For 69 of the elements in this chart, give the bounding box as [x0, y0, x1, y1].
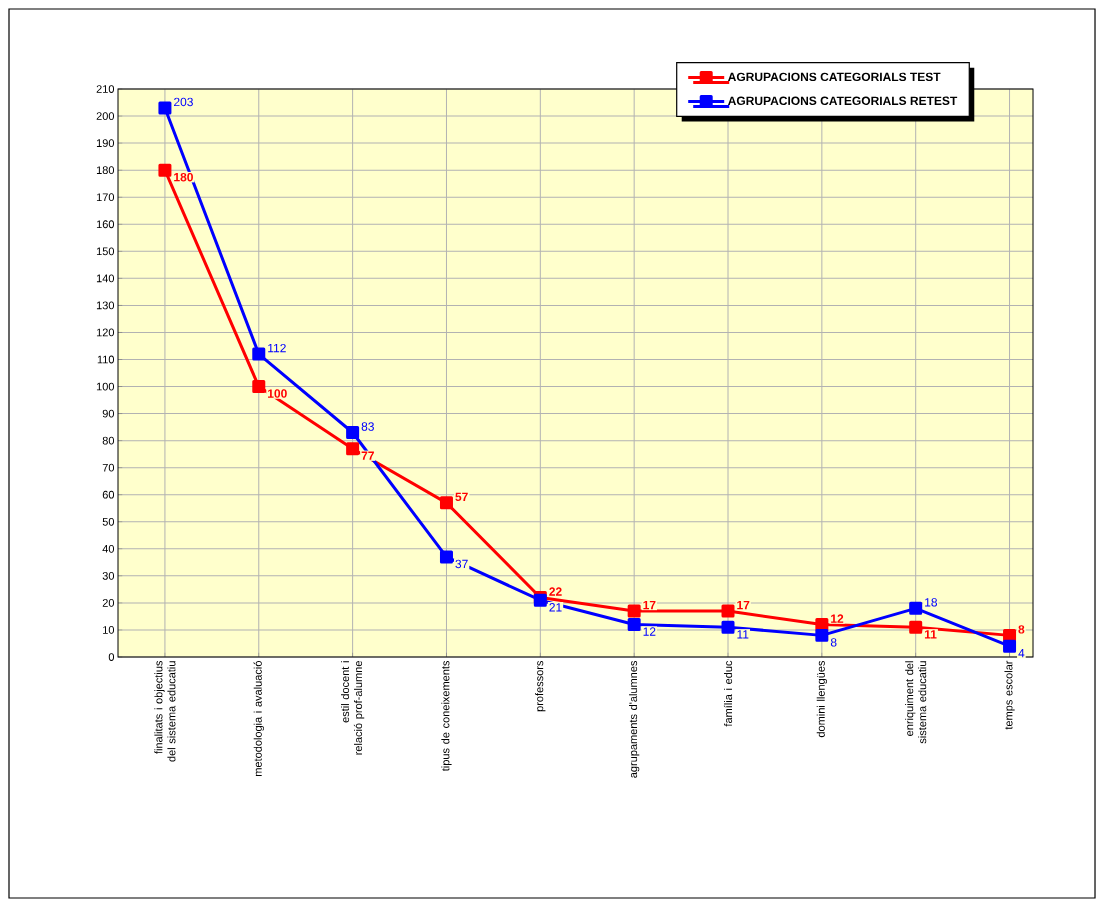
y-tick-label: 40: [102, 544, 115, 553]
y-tick-label: 100: [96, 382, 115, 391]
y-tick-label: 50: [102, 517, 115, 526]
data-label: 83: [361, 422, 374, 431]
point: [721, 604, 735, 618]
y-tick-label: 210: [96, 85, 115, 93]
data-label: 17: [737, 600, 750, 610]
point: [158, 101, 172, 115]
point: [721, 620, 735, 634]
point: [346, 426, 360, 440]
data-label: 21: [549, 603, 562, 612]
point: [346, 442, 360, 456]
x-tick-label: enriquiment del sistema educatiu: [905, 661, 927, 744]
y-tick-label: 110: [97, 355, 115, 364]
y-tick-label: 140: [96, 274, 115, 283]
data-label: 37: [455, 559, 468, 569]
data-label: 203: [174, 97, 193, 107]
data-label: 57: [455, 492, 468, 502]
data-label: 77: [361, 451, 374, 460]
point: [158, 163, 172, 177]
data-label: 8: [1018, 625, 1025, 634]
point: [439, 496, 453, 510]
x-tick-label: metodologia i avaluació: [253, 661, 264, 776]
y-tick-label: 150: [96, 247, 115, 256]
y-tick-label: 170: [96, 193, 115, 202]
y-tick-label: 120: [96, 328, 115, 337]
legend-label: AGRUPACIONS CATEGORIALS RETEST: [728, 96, 958, 105]
y-tick-label: 180: [96, 166, 115, 175]
data-label: 18: [925, 598, 938, 607]
x-tick-label: agrupaments d'alumnes: [629, 660, 640, 778]
data-label: 17: [643, 600, 656, 610]
y-tick-label: 60: [102, 490, 115, 499]
point: [252, 347, 266, 361]
x-tick-label: temps escolar: [1004, 660, 1015, 730]
data-label: 180: [174, 172, 193, 182]
point: [627, 604, 641, 618]
y-tick-label: 200: [96, 112, 115, 120]
data-label: 4: [1018, 649, 1025, 658]
y-tick-label: 0: [108, 653, 115, 661]
y-tick-label: 20: [102, 599, 115, 607]
data-label: 12: [831, 614, 844, 623]
data-label: 12: [643, 627, 656, 636]
x-tick-label: família i educ: [723, 660, 733, 727]
y-tick-label: 10: [103, 626, 115, 634]
y-tick-label: 90: [102, 409, 115, 418]
legend-label: AGRUPACIONS CATEGORIALS TEST: [728, 72, 941, 82]
x-tick-label: tipus de coneixements: [441, 660, 452, 772]
data-label: 100: [268, 389, 287, 398]
data-label: 112: [268, 343, 286, 353]
y-tick-label: 190: [96, 139, 115, 147]
x-tick-label: domini llengües: [816, 660, 827, 738]
point: [1003, 639, 1017, 653]
y-tick-label: 80: [102, 436, 115, 445]
point: [627, 618, 641, 632]
point: [909, 601, 923, 615]
point: [252, 380, 266, 394]
data-label: 8: [830, 638, 837, 647]
point: [909, 620, 923, 634]
data-label: 11: [924, 630, 937, 639]
x-tick-label: professors: [535, 660, 546, 712]
y-tick-label: 70: [102, 463, 115, 472]
data-label: 11: [737, 630, 749, 639]
point: [815, 628, 829, 642]
x-tick-label: finalitats i objectius del sistema educatiu: [154, 660, 176, 762]
y-tick-label: 30: [102, 571, 115, 580]
data-label: 22: [549, 587, 562, 596]
y-tick-label: 130: [96, 301, 115, 310]
point: [439, 550, 453, 564]
y-tick-label: 160: [96, 220, 115, 229]
